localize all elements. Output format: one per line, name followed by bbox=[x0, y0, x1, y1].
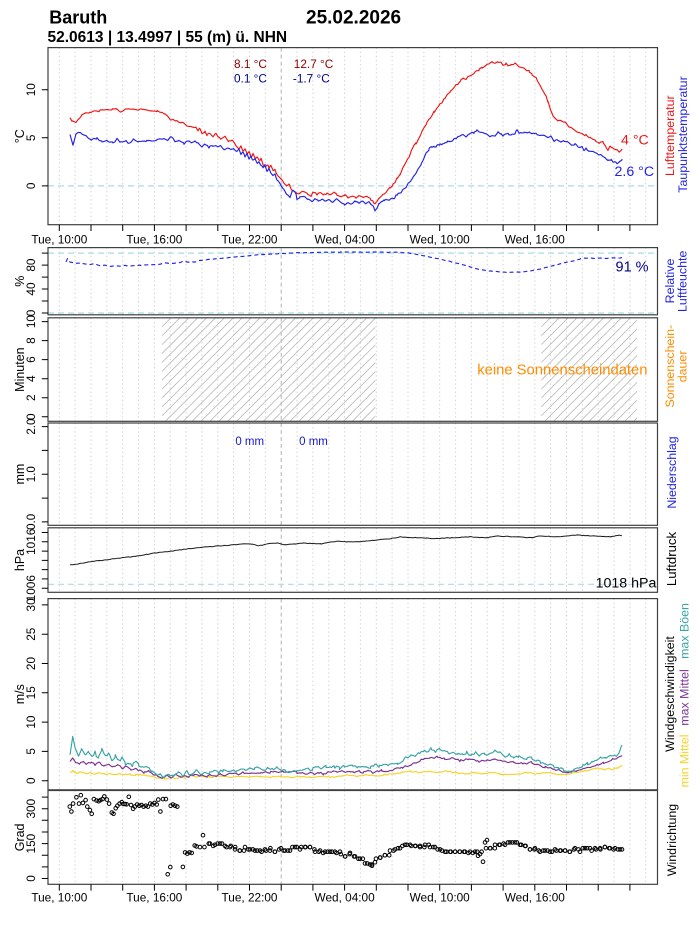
svg-text:0.1 °C: 0.1 °C bbox=[234, 71, 267, 85]
svg-text:1018 hPa: 1018 hPa bbox=[596, 576, 657, 592]
svg-text:mm: mm bbox=[13, 464, 27, 485]
svg-text:20: 20 bbox=[24, 657, 38, 671]
svg-text:5: 5 bbox=[24, 134, 38, 141]
svg-text:1016: 1016 bbox=[24, 528, 38, 555]
svg-text:Tue, 10:00: Tue, 10:00 bbox=[31, 232, 87, 246]
svg-text:Luftdruck: Luftdruck bbox=[664, 531, 679, 586]
svg-text:15: 15 bbox=[24, 686, 38, 700]
svg-text:Luftfeuchte: Luftfeuchte bbox=[676, 251, 690, 312]
svg-text:Niederschlag: Niederschlag bbox=[665, 436, 679, 508]
svg-text:Tue, 16:00: Tue, 16:00 bbox=[126, 232, 182, 246]
svg-text:0.0: 0.0 bbox=[26, 514, 38, 530]
svg-text:80: 80 bbox=[24, 258, 38, 272]
svg-text:4: 4 bbox=[24, 375, 38, 382]
svg-text:2.0: 2.0 bbox=[26, 419, 38, 435]
svg-text:Tue, 10:00: Tue, 10:00 bbox=[31, 890, 87, 904]
svg-text:Windgeschwindigkeit: Windgeschwindigkeit bbox=[663, 636, 677, 752]
svg-text:1.0: 1.0 bbox=[26, 466, 38, 482]
svg-text:0 mm: 0 mm bbox=[235, 436, 264, 448]
svg-text:dauer: dauer bbox=[676, 351, 690, 383]
svg-text:Lufttemperatur: Lufttemperatur bbox=[663, 95, 677, 176]
svg-text:8: 8 bbox=[24, 337, 38, 344]
svg-text:Tue, 22:00: Tue, 22:00 bbox=[222, 890, 278, 904]
svg-text:0: 0 bbox=[24, 182, 38, 189]
svg-text:Grad: Grad bbox=[13, 823, 27, 851]
svg-text:25: 25 bbox=[24, 627, 38, 641]
svg-text:max Böen: max Böen bbox=[678, 603, 692, 659]
svg-text:Wed, 04:00: Wed, 04:00 bbox=[315, 890, 376, 904]
svg-text:max Mittel: max Mittel bbox=[678, 669, 692, 725]
svg-text:8.1 °C: 8.1 °C bbox=[234, 57, 267, 71]
svg-text:hPa: hPa bbox=[13, 549, 27, 571]
svg-text:%: % bbox=[13, 276, 27, 287]
svg-text:10: 10 bbox=[24, 315, 38, 329]
svg-text:1006: 1006 bbox=[24, 575, 38, 602]
svg-text:5: 5 bbox=[24, 748, 38, 755]
svg-text:2.6 °C: 2.6 °C bbox=[615, 164, 655, 180]
svg-text:Tue, 16:00: Tue, 16:00 bbox=[126, 890, 182, 904]
svg-text:4 °C: 4 °C bbox=[621, 133, 649, 149]
svg-text:10: 10 bbox=[24, 83, 38, 97]
svg-text:°C: °C bbox=[13, 129, 27, 143]
svg-text:40: 40 bbox=[24, 282, 38, 296]
svg-text:6: 6 bbox=[24, 356, 38, 363]
svg-text:Relative: Relative bbox=[663, 259, 677, 304]
svg-text:-1.7 °C: -1.7 °C bbox=[293, 71, 330, 85]
svg-text:12.7 °C: 12.7 °C bbox=[294, 57, 334, 71]
svg-text:0: 0 bbox=[24, 875, 38, 882]
svg-text:25.02.2026: 25.02.2026 bbox=[306, 8, 401, 29]
svg-text:Wed, 10:00: Wed, 10:00 bbox=[410, 890, 471, 904]
svg-text:10: 10 bbox=[24, 715, 38, 729]
svg-text:300: 300 bbox=[24, 798, 38, 818]
svg-text:Sonnenschein-: Sonnenschein- bbox=[663, 325, 677, 408]
svg-text:0: 0 bbox=[24, 777, 38, 784]
svg-text:Wed, 16:00: Wed, 16:00 bbox=[505, 232, 566, 246]
svg-text:Wed, 04:00: Wed, 04:00 bbox=[315, 232, 376, 246]
svg-text:Taupunktstemperatur: Taupunktstemperatur bbox=[676, 76, 690, 192]
svg-text:Tue, 22:00: Tue, 22:00 bbox=[222, 232, 278, 246]
svg-text:keine Sonnenscheindaten: keine Sonnenscheindaten bbox=[477, 363, 647, 379]
svg-text:52.0613 | 13.4997 | 55 (m) ü.: 52.0613 | 13.4997 | 55 (m) ü. NHN bbox=[48, 29, 288, 46]
svg-text:Wed, 16:00: Wed, 16:00 bbox=[505, 890, 566, 904]
svg-text:150: 150 bbox=[24, 833, 38, 853]
svg-text:30: 30 bbox=[24, 598, 38, 612]
svg-text:Minuten: Minuten bbox=[13, 347, 27, 392]
svg-text:Windrichtung: Windrichtung bbox=[665, 804, 679, 876]
svg-text:0: 0 bbox=[24, 413, 38, 420]
svg-text:0 mm: 0 mm bbox=[299, 436, 328, 448]
svg-text:m/s: m/s bbox=[13, 684, 27, 704]
svg-text:Wed, 10:00: Wed, 10:00 bbox=[410, 232, 471, 246]
svg-text:min Mittel: min Mittel bbox=[678, 734, 692, 787]
svg-text:Baruth: Baruth bbox=[49, 8, 107, 28]
svg-text:0: 0 bbox=[24, 309, 38, 316]
svg-text:2: 2 bbox=[24, 394, 38, 401]
svg-text:91 %: 91 % bbox=[616, 259, 649, 275]
